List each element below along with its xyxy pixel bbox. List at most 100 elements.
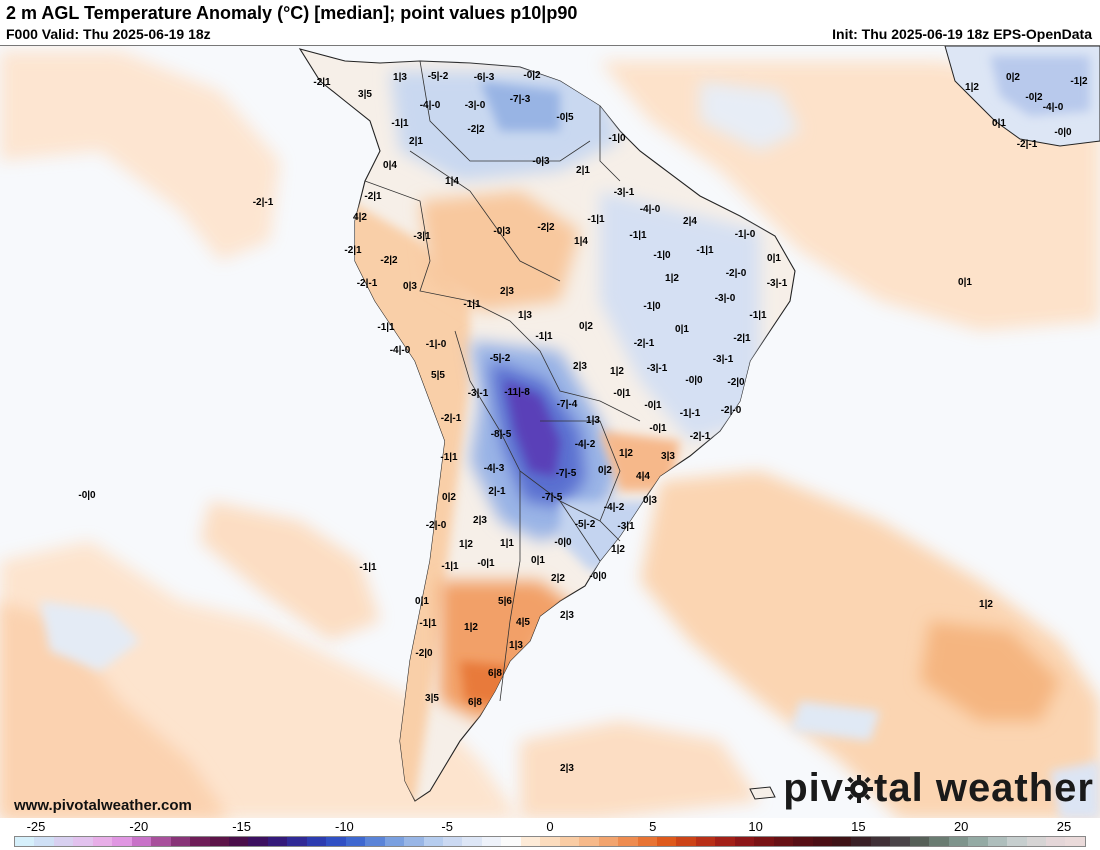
point-value-label: 0|2 bbox=[1006, 72, 1020, 83]
point-value-label: -0|0 bbox=[554, 537, 572, 548]
colorbar-swatch bbox=[676, 837, 696, 846]
point-value-label: 0|2 bbox=[598, 465, 612, 476]
colorbar-swatch bbox=[131, 837, 152, 846]
colorbar-swatch bbox=[559, 837, 580, 846]
colorbar-swatch bbox=[209, 837, 229, 846]
point-value-label: 3|3 bbox=[661, 451, 675, 462]
point-value-label: -0|0 bbox=[685, 375, 703, 386]
point-value-label: -3|-1 bbox=[713, 354, 734, 365]
point-value-label: 4|2 bbox=[353, 212, 367, 223]
point-value-label: -0|2 bbox=[523, 70, 541, 81]
colorbar-swatch bbox=[462, 837, 482, 846]
colorbar-tick-label: 5 bbox=[649, 819, 657, 834]
point-value-label: -11|-8 bbox=[504, 387, 530, 398]
point-value-label: 4|4 bbox=[636, 471, 650, 482]
colorbar-strip bbox=[14, 836, 1086, 847]
point-value-label: -3|-1 bbox=[767, 278, 788, 289]
point-value-label: -0|1 bbox=[613, 388, 631, 399]
point-value-label: -7|-4 bbox=[557, 399, 578, 410]
colorbar-swatch bbox=[618, 837, 638, 846]
point-value-label: 0|2 bbox=[579, 321, 593, 332]
point-value-label: -1|1 bbox=[749, 310, 767, 321]
colorbar-swatch bbox=[579, 837, 599, 846]
colorbar-tick-label: 20 bbox=[953, 819, 969, 834]
point-value-label: 1|2 bbox=[611, 544, 625, 555]
point-value-label: -4|-3 bbox=[484, 463, 505, 474]
point-value-label: 2|3 bbox=[500, 286, 514, 297]
anomaly-map[interactable]: -2|1 1|3 -5|-2 -6|-3 -0|2 3|5 -4|-0 -3|-0 -7|-3 -… bbox=[0, 45, 1100, 819]
point-value-label: -5|-2 bbox=[490, 353, 511, 364]
colorbar-tick-label: -20 bbox=[129, 819, 149, 834]
point-value-label: 2|4 bbox=[683, 216, 697, 227]
point-value-label: -6|-3 bbox=[474, 72, 495, 83]
colorbar-swatch bbox=[832, 837, 852, 846]
point-value-label: -4|-0 bbox=[1043, 102, 1064, 113]
point-value-label: -0|0 bbox=[78, 490, 96, 501]
colorbar-swatch bbox=[773, 837, 794, 846]
point-value-label: -2|-1 bbox=[441, 413, 462, 424]
point-value-label: -1|-0 bbox=[735, 229, 756, 240]
point-value-label: -2|-1 bbox=[1017, 139, 1038, 150]
colorbar-swatch bbox=[306, 837, 327, 846]
point-value-label: 0|2 bbox=[442, 492, 456, 503]
point-value-label: -2|1 bbox=[733, 333, 751, 344]
point-value-label: -0|2 bbox=[1025, 92, 1043, 103]
colorbar-swatch bbox=[365, 837, 385, 846]
init-time-label: Init: Thu 2025-06-19 18z EPS-OpenData bbox=[832, 26, 1092, 42]
point-value-label: -0|1 bbox=[644, 400, 662, 411]
colorbar-swatch bbox=[540, 837, 560, 846]
website-label: www.pivotalweather.com bbox=[14, 797, 192, 814]
point-value-label: 1|2 bbox=[619, 448, 633, 459]
point-value-label: -2|-0 bbox=[426, 520, 447, 531]
colorbar-swatch bbox=[112, 837, 132, 846]
point-value-label: 0|4 bbox=[383, 160, 397, 171]
brand-logo: piv tal weather bbox=[783, 766, 1094, 811]
colorbar-swatch bbox=[812, 837, 833, 846]
map-canvas: -2|1 1|3 -5|-2 -6|-3 -0|2 3|5 -4|-0 -3|-0 -7|-3 -… bbox=[0, 46, 1100, 819]
point-value-label: 1|4 bbox=[574, 236, 588, 247]
colorbar-tick-label: -5 bbox=[441, 819, 453, 834]
point-value-label: 1|2 bbox=[965, 82, 979, 93]
point-value-label: -4|-0 bbox=[390, 345, 411, 356]
point-value-label: -4|-0 bbox=[640, 204, 661, 215]
colorbar-swatch bbox=[734, 837, 755, 846]
point-value-label: -2|-1 bbox=[357, 278, 378, 289]
point-value-label: -3|1 bbox=[413, 231, 431, 242]
colorbar-swatch bbox=[287, 837, 307, 846]
point-value-label: -1|0 bbox=[608, 133, 626, 144]
point-value-label: -0|0 bbox=[589, 571, 607, 582]
point-value-label: -5|-2 bbox=[575, 519, 596, 530]
point-value-label: -2|1 bbox=[364, 191, 382, 202]
point-value-label: 1|2 bbox=[464, 622, 478, 633]
colorbar-swatch bbox=[695, 837, 716, 846]
point-value-label: 2|1 bbox=[409, 136, 423, 147]
point-value-label: -3|-0 bbox=[465, 100, 486, 111]
point-value-label: 2|-1 bbox=[488, 486, 506, 497]
point-value-label: 2|1 bbox=[576, 165, 590, 176]
colorbar-swatch bbox=[15, 837, 35, 846]
point-value-label: 0|1 bbox=[531, 555, 545, 566]
gear-icon bbox=[844, 769, 874, 803]
colorbar-swatch bbox=[909, 837, 930, 846]
point-value-label: -1|1 bbox=[587, 214, 605, 225]
point-value-label: 0|1 bbox=[992, 118, 1006, 129]
point-value-label: 5|6 bbox=[498, 596, 512, 607]
colorbar-swatch bbox=[92, 837, 113, 846]
point-value-label: 1|3 bbox=[509, 640, 523, 651]
point-value-label: -2|2 bbox=[380, 255, 398, 266]
point-value-label: -1|1 bbox=[463, 299, 481, 310]
colorbar-swatch bbox=[1046, 837, 1066, 846]
anomaly-shading bbox=[0, 51, 1100, 819]
point-value-label: -2|-0 bbox=[721, 405, 742, 416]
point-value-label: 4|5 bbox=[516, 617, 530, 628]
point-value-label: 3|5 bbox=[358, 89, 372, 100]
colorbar-swatch bbox=[637, 837, 657, 846]
point-value-label: 1|4 bbox=[445, 176, 459, 187]
colorbar-tick-label: 0 bbox=[546, 819, 554, 834]
point-values-layer: -2|1 1|3 -5|-2 -6|-3 -0|2 3|5 -4|-0 -3|-0 -7|-3 -… bbox=[78, 70, 1088, 774]
point-value-label: -1|1 bbox=[377, 322, 395, 333]
point-value-label: 1|2 bbox=[979, 599, 993, 610]
colorbar-swatch bbox=[73, 837, 93, 846]
point-value-label: -1|1 bbox=[419, 618, 437, 629]
point-value-label: -1|-0 bbox=[426, 339, 447, 350]
